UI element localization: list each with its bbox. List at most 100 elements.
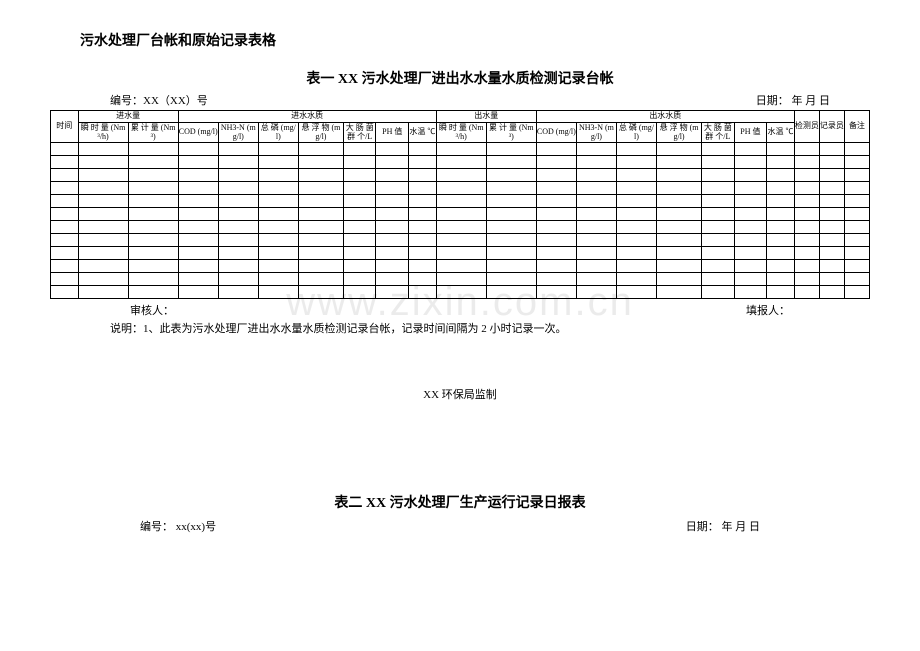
table-cell <box>128 273 178 286</box>
table-cell <box>409 195 437 208</box>
table-cell <box>767 182 795 195</box>
table-row <box>51 273 870 286</box>
table-cell <box>298 234 343 247</box>
table-cell <box>78 221 128 234</box>
table-cell <box>436 195 486 208</box>
table-cell <box>218 286 258 299</box>
table-cell <box>536 195 576 208</box>
table2-date: 日期： 年 月 日 <box>686 518 760 534</box>
table-cell <box>702 182 735 195</box>
table-cell <box>616 143 656 156</box>
table-row <box>51 234 870 247</box>
table-cell <box>258 208 298 221</box>
table-cell <box>51 260 79 273</box>
table-cell <box>78 247 128 260</box>
table-cell <box>409 182 437 195</box>
table-cell <box>767 286 795 299</box>
table-cell <box>51 234 79 247</box>
table-cell <box>486 260 536 273</box>
table-cell <box>767 273 795 286</box>
table-cell <box>51 156 79 169</box>
table-cell <box>616 156 656 169</box>
signature-row: 审核人： 填报人： <box>50 299 870 318</box>
table-cell <box>536 182 576 195</box>
table-cell <box>51 169 79 182</box>
table-cell <box>218 195 258 208</box>
table-cell <box>178 169 218 182</box>
table-cell <box>178 234 218 247</box>
table-cell <box>616 260 656 273</box>
table-row <box>51 182 870 195</box>
table-cell <box>616 221 656 234</box>
table-cell <box>78 182 128 195</box>
table-cell <box>343 221 376 234</box>
table-cell <box>576 169 616 182</box>
table-cell <box>298 156 343 169</box>
th-cod-out: COD (mg/l) <box>536 122 576 143</box>
table-cell <box>78 195 128 208</box>
table-cell <box>409 247 437 260</box>
table-cell <box>844 234 869 247</box>
table-cell <box>376 156 409 169</box>
table-cell <box>409 234 437 247</box>
table-cell <box>767 208 795 221</box>
table-cell <box>258 247 298 260</box>
table-body <box>51 143 870 299</box>
table-cell <box>576 247 616 260</box>
table-cell <box>178 273 218 286</box>
table-cell <box>657 195 702 208</box>
table-cell <box>298 286 343 299</box>
table-row <box>51 260 870 273</box>
table-cell <box>844 273 869 286</box>
th-out-qual: 出水水质 <box>536 111 794 123</box>
table-cell <box>794 234 819 247</box>
table-cell <box>178 156 218 169</box>
document-title: 污水处理厂台帐和原始记录表格 <box>80 30 870 50</box>
table-cell <box>767 156 795 169</box>
table2-serial: 编号： xx(xx)号 <box>140 518 216 534</box>
th-cod-in: COD (mg/l) <box>178 122 218 143</box>
table-cell <box>616 208 656 221</box>
table-cell <box>218 247 258 260</box>
table-cell <box>794 273 819 286</box>
table-cell <box>536 208 576 221</box>
table1-note: 说明：1、此表为污水处理厂进出水水量水质检测记录台帐，记录时间间隔为 2 小时记… <box>50 318 870 336</box>
table-row <box>51 221 870 234</box>
table-cell <box>702 247 735 260</box>
table-cell <box>128 143 178 156</box>
table-cell <box>486 286 536 299</box>
table-cell <box>576 221 616 234</box>
table-cell <box>343 247 376 260</box>
table-cell <box>78 208 128 221</box>
table-cell <box>218 221 258 234</box>
table-cell <box>576 208 616 221</box>
table-cell <box>218 208 258 221</box>
table-cell <box>436 260 486 273</box>
table-cell <box>486 156 536 169</box>
table-cell <box>128 260 178 273</box>
table-cell <box>702 143 735 156</box>
table-cell <box>536 234 576 247</box>
table-cell <box>343 208 376 221</box>
table-cell <box>376 221 409 234</box>
table-cell <box>844 221 869 234</box>
table-cell <box>128 234 178 247</box>
th-ss-in: 悬 浮 物 (mg/l) <box>298 122 343 143</box>
table-cell <box>128 286 178 299</box>
table-cell <box>486 273 536 286</box>
table-cell <box>376 169 409 182</box>
table-cell <box>51 286 79 299</box>
table-cell <box>657 234 702 247</box>
table-cell <box>767 221 795 234</box>
table-cell <box>178 247 218 260</box>
table-cell <box>702 234 735 247</box>
table-cell <box>576 234 616 247</box>
th-ss-out: 悬 浮 物 (mg/l) <box>657 122 702 143</box>
table-cell <box>128 195 178 208</box>
table-cell <box>178 260 218 273</box>
table-cell <box>794 247 819 260</box>
table-cell <box>702 169 735 182</box>
table-cell <box>376 286 409 299</box>
table-cell <box>657 156 702 169</box>
table-cell <box>343 169 376 182</box>
